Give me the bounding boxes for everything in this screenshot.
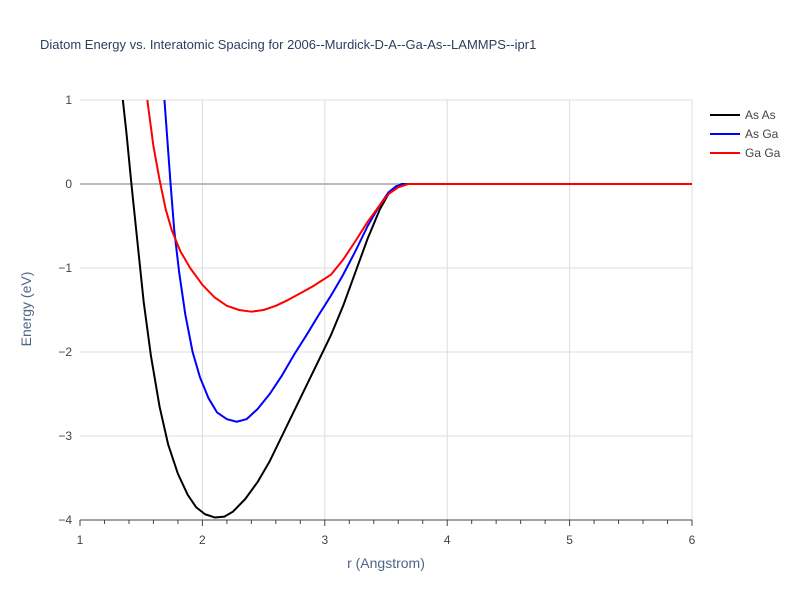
plot-series [121, 100, 692, 519]
y-axis-title: Energy (eV) [18, 272, 34, 347]
x-tick-label: 4 [444, 533, 451, 547]
legend-item[interactable]: Ga Ga [710, 146, 781, 160]
x-axis-title: r (Angstrom) [347, 555, 425, 571]
y-tick-label: −4 [58, 513, 72, 527]
legend-label: Ga Ga [745, 146, 781, 160]
chart-title: Diatom Energy vs. Interatomic Spacing fo… [40, 37, 536, 52]
x-tick-label: 6 [689, 533, 696, 547]
x-tick-label: 1 [77, 533, 84, 547]
x-axis: 1 2 3 4 5 6 [77, 519, 696, 547]
x-tick-label: 2 [199, 533, 206, 547]
legend-item[interactable]: As As [710, 108, 776, 122]
y-tick-label: 1 [65, 93, 72, 107]
legend: As As As Ga Ga Ga [710, 108, 781, 160]
x-tick-label: 3 [321, 533, 328, 547]
y-tick-label: −1 [58, 261, 72, 275]
x-tick-label: 5 [566, 533, 573, 547]
legend-label: As Ga [745, 127, 779, 141]
y-tick-label: 0 [65, 177, 72, 191]
legend-item[interactable]: As Ga [710, 127, 779, 141]
legend-label: As As [745, 108, 776, 122]
y-tick-label: −3 [58, 429, 72, 443]
y-tick-label: −2 [58, 345, 72, 359]
y-axis: −4 −3 −2 −1 0 1 [58, 93, 72, 527]
series-line-as-as [121, 100, 692, 519]
series-line-ga-ga [146, 100, 692, 313]
series-line-as-ga [163, 100, 692, 423]
